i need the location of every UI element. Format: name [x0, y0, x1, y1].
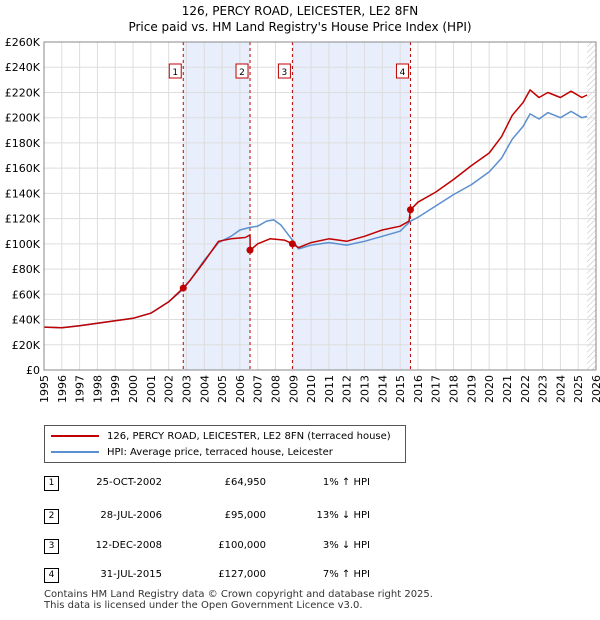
legend-label-hpi: HPI: Average price, terraced house, Leic… [107, 446, 333, 458]
sale-label-text: 3 [282, 68, 288, 78]
sale-point [288, 240, 296, 248]
sale-price: £95,000 [224, 510, 266, 521]
x-tick-label: 2024 [554, 375, 567, 403]
sale-date: 12-DEC-2008 [95, 540, 162, 551]
sale-number-badge: 3 [44, 539, 59, 554]
y-tick-label: £20K [12, 339, 41, 352]
legend-swatch-hpi [51, 451, 99, 453]
sale-date: 28-JUL-2006 [100, 510, 162, 521]
legend-label-property: 126, PERCY ROAD, LEICESTER, LE2 8FN (ter… [107, 430, 391, 442]
footer-notice: Contains HM Land Registry data © Crown c… [44, 589, 433, 611]
chart-subtitle: Price paid vs. HM Land Registry's House … [128, 20, 472, 34]
x-tick-label: 2015 [394, 375, 407, 403]
x-tick-label: 1998 [91, 375, 104, 403]
x-tick-label: 2002 [163, 375, 176, 403]
x-tick-label: 2005 [216, 375, 229, 403]
y-tick-label: £40K [12, 314, 41, 327]
x-tick-label: 2026 [590, 375, 600, 403]
sale-label-box [277, 63, 291, 79]
y-tick-label: £140K [5, 187, 41, 200]
x-tick-label: 2025 [572, 375, 585, 403]
footer-line: Contains HM Land Registry data © Crown c… [44, 589, 433, 600]
x-tick-label: 2016 [412, 375, 425, 403]
sale-period-shade [183, 42, 251, 370]
x-tick-label: 2009 [287, 375, 300, 403]
x-tick-label: 2008 [269, 375, 282, 403]
sale-label-text: 1 [172, 68, 178, 78]
sale-number-badge: 4 [44, 568, 59, 583]
x-tick-label: 2000 [127, 375, 140, 403]
x-tick-label: 2007 [252, 375, 265, 403]
legend-swatch-property [51, 435, 99, 437]
x-tick-label: 1996 [56, 375, 69, 403]
sale-date: 25-OCT-2002 [96, 477, 162, 488]
x-tick-label: 1999 [109, 375, 122, 403]
x-tick-label: 2020 [483, 375, 496, 403]
legend-item-hpi: HPI: Average price, terraced house, Leic… [51, 444, 333, 460]
sale-date: 31-JUL-2015 [100, 569, 162, 580]
property-price-line [43, 89, 588, 329]
y-tick-label: £160K [5, 162, 41, 175]
price-chart: 1 2 3 4 £0 £20K £40K £60K £80K £100K £120K £140K £16… [5, 36, 600, 403]
sale-label-text: 2 [239, 68, 245, 78]
sale-label-text: 4 [400, 68, 406, 78]
y-tick-label: £60K [12, 288, 41, 301]
x-tick-label: 2018 [448, 375, 461, 403]
x-tick-label: 2010 [305, 375, 318, 403]
plot-border [43, 41, 597, 371]
x-tick-label: 2011 [323, 375, 336, 403]
y-tick-label: £260K [5, 36, 41, 49]
x-tick-label: 1995 [38, 375, 51, 403]
legend: 126, PERCY ROAD, LEICESTER, LE2 8FN (ter… [44, 425, 406, 463]
sale-hpi-diff: 3% ↓ HPI [322, 540, 370, 551]
x-tick-label: 2003 [180, 375, 193, 403]
sale-point [179, 284, 187, 292]
y-tick-label: £200K [5, 112, 41, 125]
forecast-hatch [587, 42, 596, 370]
x-tick-label: 2012 [341, 375, 354, 403]
sale-period-shade [292, 42, 411, 370]
x-tick-label: 2023 [537, 375, 550, 403]
y-tick-label: £0 [26, 364, 40, 377]
x-tick-label: 2006 [234, 375, 247, 403]
sale-price: £127,000 [218, 569, 266, 580]
y-tick-label: £120K [5, 213, 41, 226]
sale-number-badge: 1 [44, 476, 59, 491]
sale-label-box [168, 63, 182, 79]
x-tick-label: 2014 [376, 375, 389, 403]
x-tick-label: 2017 [430, 375, 443, 403]
sale-price: £64,950 [224, 477, 266, 488]
sale-hpi-diff: 7% ↑ HPI [322, 569, 370, 580]
chart-title: 126, PERCY ROAD, LEICESTER, LE2 8FN [181, 4, 419, 18]
sale-point [246, 246, 254, 254]
x-tick-label: 2013 [359, 375, 372, 403]
y-tick-label: £100K [5, 238, 41, 251]
x-tick-label: 1997 [74, 375, 87, 403]
legend-item-property: 126, PERCY ROAD, LEICESTER, LE2 8FN (ter… [51, 428, 391, 444]
sale-point [406, 206, 414, 214]
sale-label-box [395, 63, 409, 79]
y-tick-label: £80K [12, 263, 41, 276]
footer-line: This data is licensed under the Open Gov… [44, 600, 363, 611]
x-tick-label: 2004 [198, 375, 211, 403]
x-tick-label: 2019 [465, 375, 478, 403]
sale-hpi-diff: 1% ↑ HPI [322, 477, 370, 488]
y-tick-label: £180K [5, 137, 41, 150]
x-tick-label: 2022 [519, 375, 532, 403]
y-tick-label: £220K [5, 86, 41, 99]
x-tick-label: 2001 [145, 375, 158, 403]
sale-price: £100,000 [218, 540, 266, 551]
sale-label-box [235, 63, 249, 79]
y-tick-label: £240K [5, 61, 41, 74]
x-tick-label: 2021 [501, 375, 514, 403]
sale-number-badge: 2 [44, 509, 59, 524]
sale-hpi-diff: 13% ↓ HPI [316, 510, 370, 521]
